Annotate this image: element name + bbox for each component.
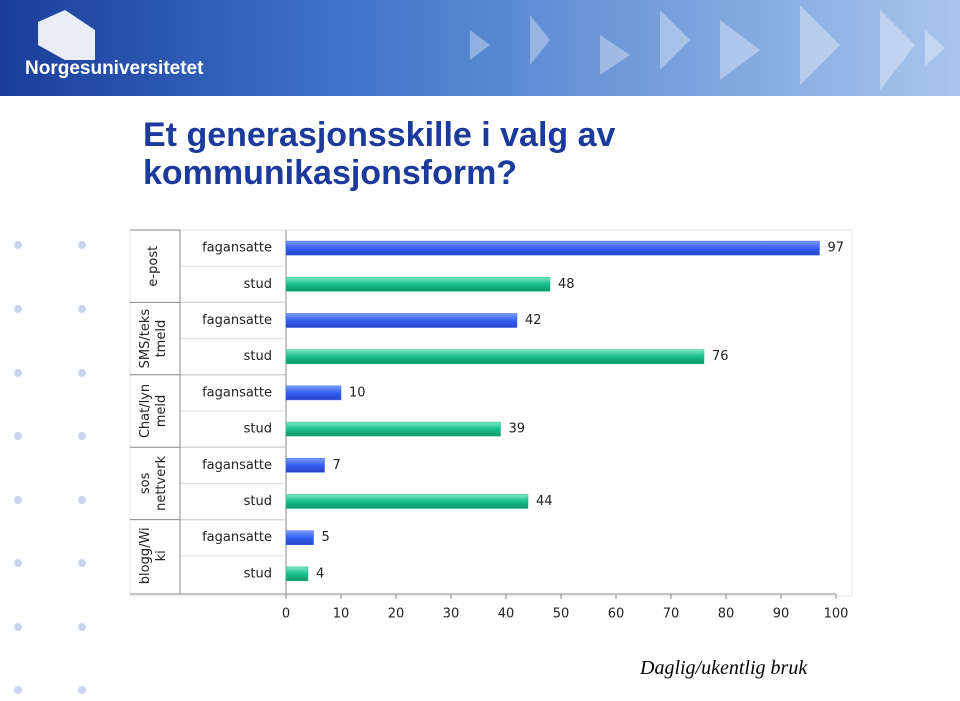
group-label-line: blogg/Wi (138, 527, 153, 584)
value-label: 76 (712, 349, 729, 364)
bar (285, 421, 501, 437)
bar (285, 349, 705, 364)
x-tick-label: 50 (553, 607, 570, 622)
group-label-line: tmeld (154, 320, 169, 358)
group-label-line: sos (138, 472, 153, 494)
group-label-line: e-post (146, 246, 161, 287)
category-label: fagansatte (202, 313, 272, 328)
decor-dots (14, 241, 86, 694)
value-label: 48 (558, 277, 575, 292)
category-label: stud (244, 566, 272, 581)
bar (285, 494, 529, 509)
x-tick-label: 90 (773, 607, 790, 622)
category-label: stud (244, 494, 272, 509)
x-tick-label: 30 (443, 607, 460, 622)
bar (285, 530, 314, 545)
chart-frame (129, 229, 853, 597)
note: Daglig/ukentlig bruk (640, 657, 808, 679)
category-label: stud (244, 349, 272, 364)
bar (285, 385, 342, 401)
value-label: 42 (525, 313, 542, 328)
bar (285, 566, 309, 582)
x-tick-label: 10 (333, 607, 350, 622)
group-label: SMS/tekstmeld (138, 309, 169, 369)
group-label-line: Chat/lyn (138, 384, 153, 438)
group-label-line: nettverk (154, 455, 169, 510)
bar (285, 277, 551, 292)
category-label: stud (244, 422, 272, 437)
x-tick-label: 60 (608, 607, 625, 622)
bar (285, 313, 518, 328)
group-label: blogg/Wiki (138, 527, 169, 584)
banner-bg (0, 0, 960, 96)
logo-mark (38, 10, 95, 60)
x-tick-label: 80 (718, 607, 735, 622)
x-tick-label: 20 (388, 607, 405, 622)
value-label: 44 (536, 494, 553, 509)
x-tick-label: 40 (498, 607, 515, 622)
value-label: 4 (316, 566, 324, 581)
x-tick-label: 0 (282, 607, 290, 622)
group-label: Chat/lynmeld (138, 384, 169, 438)
group-label-line: SMS/teks (138, 309, 153, 369)
decor (470, 5, 945, 90)
value-label: 5 (322, 530, 330, 545)
group-label: e-post (146, 246, 161, 287)
banner: Norgesuniversitetet (0, 0, 960, 96)
group-label-line: meld (154, 395, 169, 428)
x-tick-label: 100 (824, 607, 849, 622)
group-label-line: ki (154, 550, 169, 561)
category-label: fagansatte (202, 458, 272, 473)
logo-text: Norgesuniversitetet (25, 58, 204, 79)
bar (285, 240, 820, 256)
category-label: fagansatte (202, 385, 272, 400)
x-tick-label: 70 (663, 607, 680, 622)
category-label: fagansatte (202, 530, 272, 545)
value-label: 39 (509, 422, 526, 437)
category-label: stud (244, 277, 272, 292)
value-label: 10 (349, 385, 366, 400)
value-label: 97 (828, 241, 845, 256)
slide-title: Et generasjonsskille i valg av kommunika… (143, 116, 616, 192)
category-label: fagansatte (202, 241, 272, 256)
group-label: sosnettverk (138, 455, 169, 510)
value-label: 7 (333, 458, 341, 473)
bar (285, 458, 325, 473)
